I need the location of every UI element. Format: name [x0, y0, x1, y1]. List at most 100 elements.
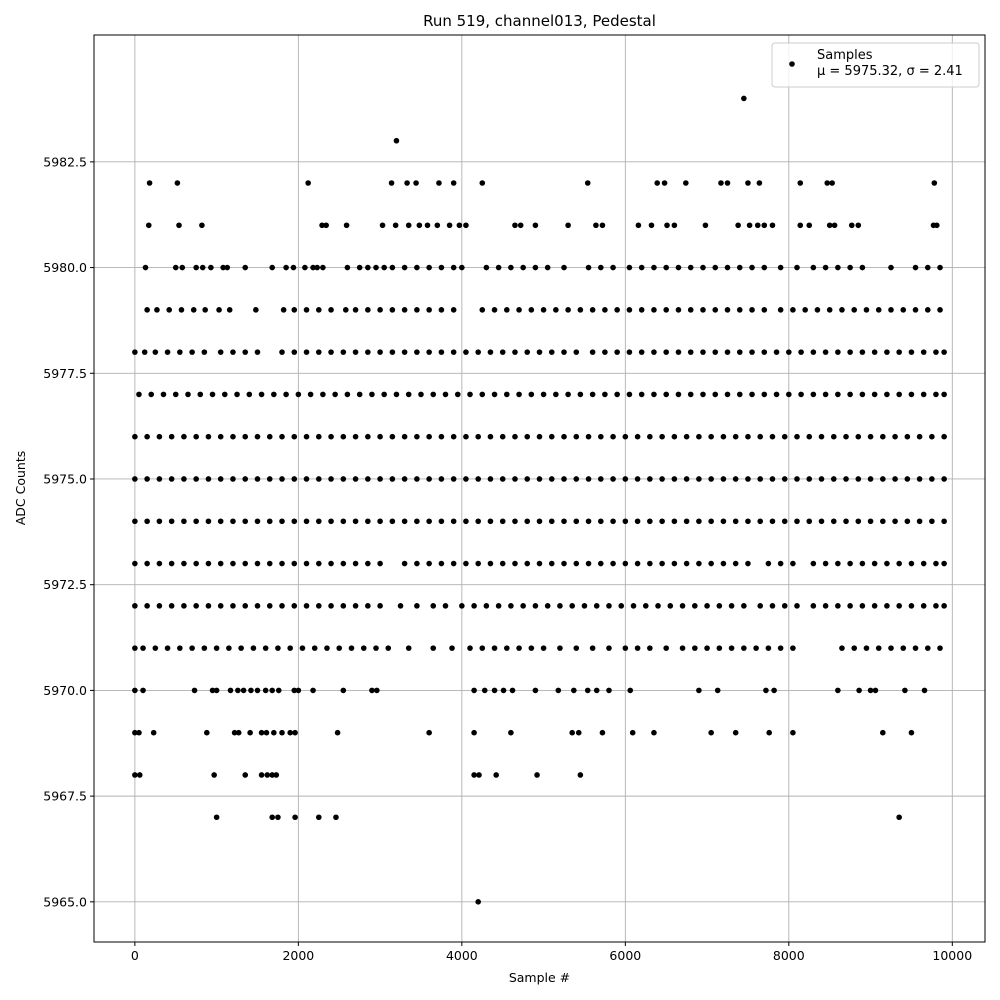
data-point — [344, 264, 351, 271]
data-point — [569, 603, 575, 609]
data-point — [933, 560, 939, 567]
data-point — [794, 264, 800, 271]
data-point — [283, 391, 289, 398]
data-point — [941, 518, 947, 525]
data-point — [573, 518, 580, 525]
data-point — [479, 307, 486, 313]
data-point — [426, 476, 432, 482]
data-point — [303, 603, 310, 609]
data-point — [315, 814, 322, 821]
data-point — [253, 307, 259, 313]
data-point — [912, 264, 919, 271]
data-point — [434, 222, 441, 229]
data-point — [896, 391, 902, 398]
data-point — [687, 391, 694, 398]
x-tick-label: 10000 — [932, 948, 972, 963]
data-point — [931, 180, 938, 186]
data-point — [835, 687, 841, 694]
data-point — [495, 603, 502, 609]
data-point — [328, 476, 334, 482]
data-point — [263, 729, 270, 736]
data-point — [712, 349, 719, 355]
data-point — [217, 476, 224, 482]
data-point — [205, 433, 212, 440]
data-point — [291, 560, 298, 567]
data-point — [483, 603, 490, 609]
data-point — [266, 476, 273, 482]
data-point — [160, 391, 167, 398]
data-point — [185, 391, 191, 398]
data-point — [450, 433, 457, 440]
data-point — [663, 349, 670, 355]
data-point — [679, 603, 686, 609]
data-point — [642, 603, 649, 609]
data-point — [459, 264, 465, 271]
data-point — [941, 560, 947, 567]
data-point — [647, 560, 653, 567]
data-point — [365, 476, 371, 482]
data-point — [749, 391, 755, 398]
data-point — [634, 560, 641, 567]
data-point — [392, 222, 399, 229]
data-point — [732, 433, 739, 440]
data-point — [929, 433, 935, 440]
data-point — [181, 518, 187, 525]
data-point — [450, 518, 457, 525]
data-point — [777, 307, 784, 313]
data-point — [166, 307, 173, 313]
data-point — [916, 433, 923, 440]
data-point — [512, 433, 518, 440]
data-point — [664, 222, 670, 229]
data-point — [340, 603, 347, 609]
data-point — [132, 687, 138, 694]
data-point — [655, 603, 661, 609]
data-point — [360, 645, 367, 651]
y-tick-label: 5980.0 — [43, 260, 87, 275]
data-point — [424, 222, 431, 229]
data-point — [181, 476, 187, 482]
data-point — [622, 560, 629, 567]
data-point — [663, 307, 670, 313]
data-point — [499, 349, 506, 355]
data-point — [671, 518, 678, 525]
data-point — [920, 349, 927, 355]
data-point — [279, 518, 285, 525]
data-point — [377, 433, 383, 440]
data-point — [242, 560, 249, 567]
data-point — [781, 518, 788, 525]
data-point — [414, 433, 420, 440]
data-point — [414, 518, 420, 525]
data-point — [569, 729, 575, 736]
data-point — [181, 560, 187, 567]
data-point — [144, 518, 150, 525]
data-point — [830, 518, 837, 525]
data-point — [172, 391, 179, 398]
data-point — [790, 307, 796, 313]
data-point — [242, 349, 249, 355]
data-point — [847, 349, 853, 355]
data-point — [279, 476, 285, 482]
data-point — [414, 476, 420, 482]
data-point — [602, 349, 608, 355]
data-point — [269, 687, 276, 694]
data-point — [213, 645, 220, 651]
data-point — [585, 433, 592, 440]
data-point — [884, 349, 890, 355]
data-point — [476, 772, 482, 778]
data-point — [524, 349, 531, 355]
data-point — [896, 349, 902, 355]
data-point — [216, 307, 222, 313]
data-point — [888, 645, 894, 651]
data-point — [416, 222, 423, 229]
data-point — [254, 603, 261, 609]
data-point — [835, 560, 841, 567]
data-point — [132, 476, 138, 482]
data-point — [456, 222, 463, 229]
data-point — [675, 307, 682, 313]
data-point — [856, 687, 862, 694]
data-point — [606, 603, 612, 609]
data-point — [696, 518, 702, 525]
data-point — [512, 518, 518, 525]
data-point — [291, 307, 298, 313]
data-point — [450, 349, 457, 355]
